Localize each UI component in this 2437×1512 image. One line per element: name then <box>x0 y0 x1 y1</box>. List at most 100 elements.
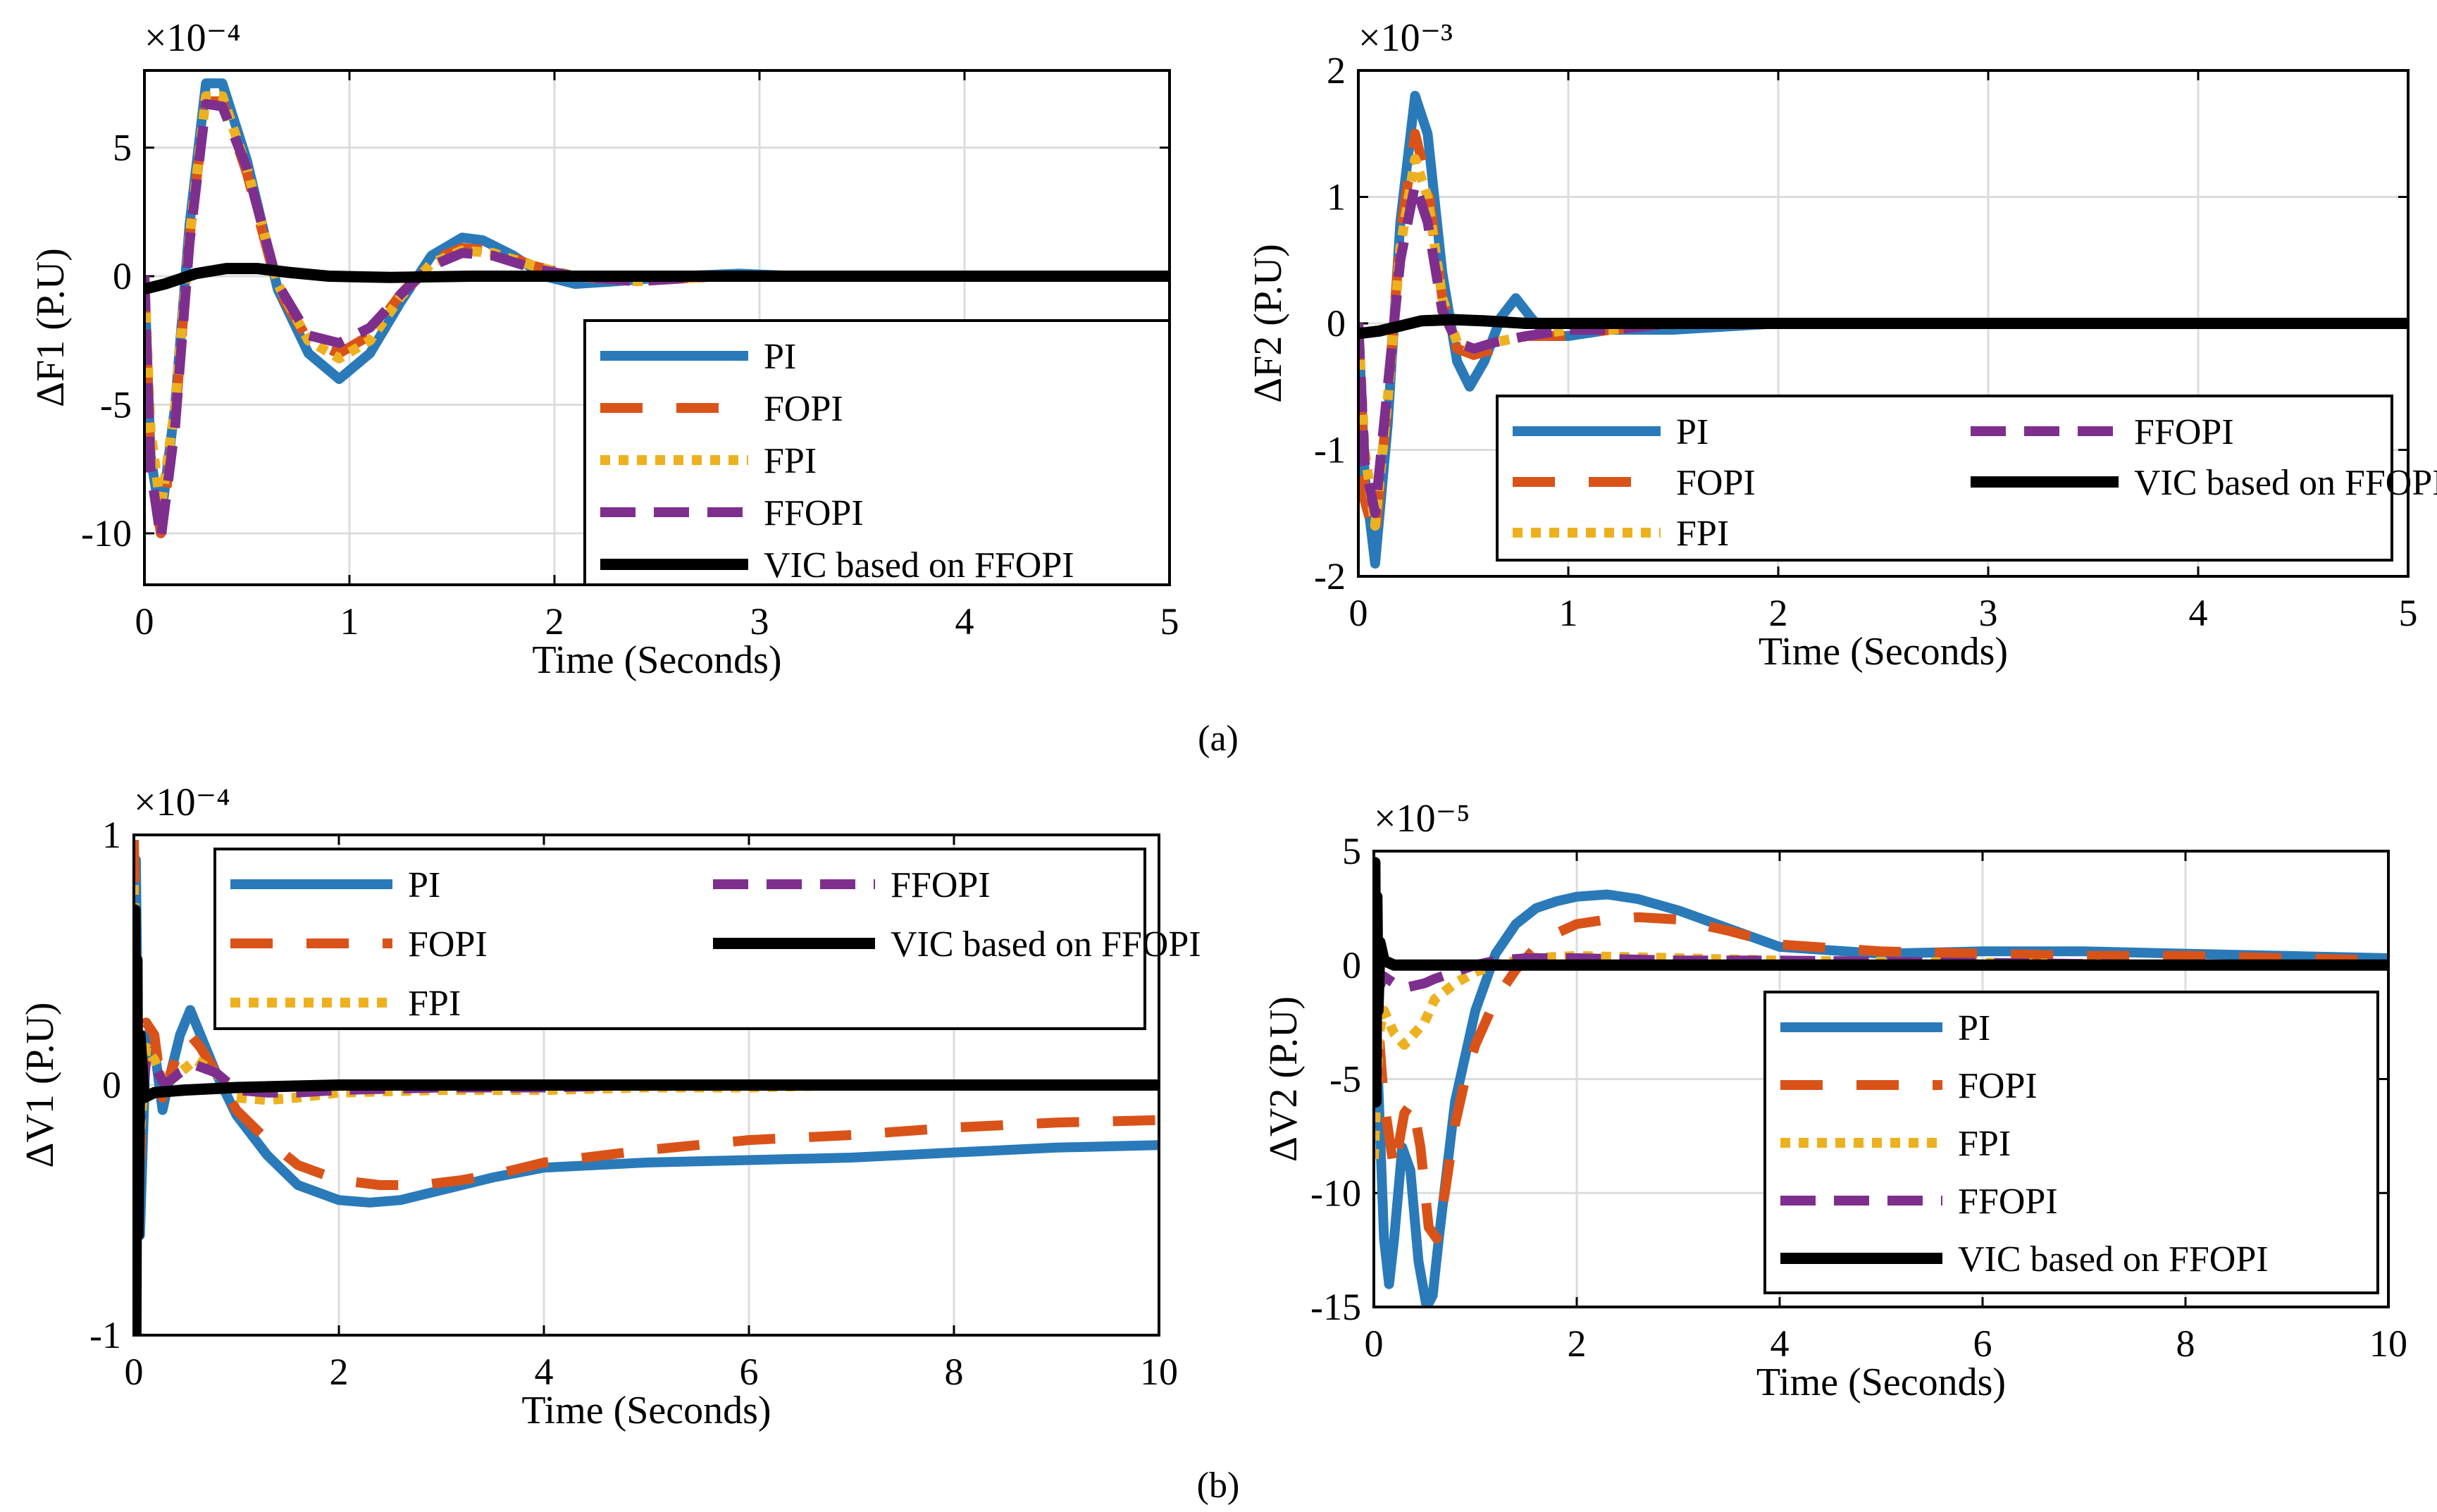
axis-exponent: ×10⁻³ <box>1358 16 1453 60</box>
axis-exponent: ×10⁻⁵ <box>1374 797 1470 841</box>
y-axis-label: ΔF2 (P.U) <box>1246 244 1290 403</box>
y-axis-label: ΔV1 (P.U) <box>18 1002 62 1167</box>
legend-label-fopi: FOPI <box>408 924 488 965</box>
y-tick-label: 0 <box>1327 302 1346 345</box>
x-tick-label: 0 <box>135 600 154 643</box>
legend-label-vic-based-on-ffopi: VIC based on FFOPI <box>891 924 1201 965</box>
x-tick-label: 8 <box>2176 1322 2195 1365</box>
legend-label-ffopi: FFOPI <box>891 865 991 905</box>
y-tick-label: -5 <box>100 384 132 426</box>
subfigure-label-b: (b) <box>1197 1465 1240 1506</box>
x-tick-label: 2 <box>1769 592 1788 634</box>
x-axis-label: Time (Seconds) <box>1759 630 2008 674</box>
legend-label-ffopi: FFOPI <box>1958 1182 2058 1222</box>
legend-label-pi: PI <box>1676 412 1709 452</box>
legend: PI FOPI FPI FFOPI VIC based on FFOPI <box>213 848 1201 1030</box>
legend-label-fpi: FPI <box>1958 1124 2011 1164</box>
x-tick-label: 4 <box>2189 592 2208 634</box>
series-line-fpi <box>1374 950 2388 1159</box>
y-tick-label: 0 <box>113 255 132 297</box>
legend-label-fpi: FPI <box>764 441 817 481</box>
y-tick-label: -5 <box>1329 1058 1361 1101</box>
legend: PI FOPI FPI FFOPI VIC based on FFOPI <box>583 319 1171 586</box>
legend-label-pi: PI <box>1958 1008 1990 1048</box>
y-tick-label: -10 <box>1310 1172 1361 1214</box>
x-tick-label: 10 <box>2369 1322 2407 1365</box>
y-tick-label: 5 <box>1342 830 1361 872</box>
series-line-vic-based-on-ffopi <box>1374 857 2388 1108</box>
x-tick-label: 5 <box>2399 592 2418 634</box>
legend: PI FOPI FPI FFOPI VIC based on FFOPI <box>1763 991 2379 1294</box>
legend-label-vic-based-on-ffopi: VIC based on FFOPI <box>764 545 1074 585</box>
legend-label-fpi: FPI <box>1676 514 1729 554</box>
legend-box <box>213 848 1146 1030</box>
legend-label-ffopi: FFOPI <box>2134 412 2234 452</box>
x-axis-label: Time (Seconds) <box>1756 1361 2006 1404</box>
legend-label-fpi: FPI <box>408 984 461 1024</box>
x-tick-label: 0 <box>1365 1322 1384 1365</box>
series-line-vic-based-on-ffopi <box>144 263 1170 295</box>
legend-label-pi: PI <box>408 865 440 905</box>
x-tick-label: 3 <box>1979 592 1998 634</box>
series-line-fpi <box>134 884 1159 1140</box>
x-axis-label: Time (Seconds) <box>521 1389 771 1432</box>
axis-exponent: ×10⁻⁴ <box>134 781 230 824</box>
plot-frame <box>1372 850 2390 1308</box>
legend-label-vic-based-on-ffopi: VIC based on FFOPI <box>2134 463 2437 503</box>
y-tick-label: -15 <box>1310 1286 1361 1328</box>
plot-frame <box>1357 69 2410 578</box>
series-group <box>1358 90 2408 569</box>
legend: PI FOPI FPI FFOPI VIC based on FFOPI <box>1496 395 2437 562</box>
x-tick-label: 1 <box>340 600 359 643</box>
legend-label-fopi: FOPI <box>764 389 843 429</box>
series-line-fopi <box>134 839 1159 1190</box>
legend-label-fopi: FOPI <box>1676 463 1756 503</box>
x-tick-label: 2 <box>330 1351 349 1393</box>
plot-frame <box>132 834 1160 1337</box>
legend-label-pi: PI <box>764 337 796 377</box>
legend-box <box>1763 991 2379 1294</box>
x-tick-label: 10 <box>1140 1351 1178 1393</box>
y-tick-label: -2 <box>1314 555 1346 597</box>
legend-label-ffopi: FFOPI <box>764 493 864 533</box>
x-tick-label: 0 <box>125 1351 144 1393</box>
series-group <box>134 839 1159 1335</box>
x-axis-label: Time (Seconds) <box>532 638 781 682</box>
x-tick-label: 6 <box>1973 1322 1992 1365</box>
subfigure-label-a: (a) <box>1198 719 1239 759</box>
series-line-vic-based-on-ffopi <box>1358 314 2408 340</box>
x-tick-label: 2 <box>1568 1322 1587 1365</box>
series-group <box>144 78 1170 544</box>
x-tick-label: 0 <box>1349 592 1368 634</box>
x-tick-label: 4 <box>955 600 974 643</box>
x-tick-label: 4 <box>1771 1322 1790 1365</box>
chart-delta-f2: 0 1 2 3 4 5 -2 -1 0 1 2 ×10⁻³ Time (Seconds) ΔF2 (P.U… <box>1246 16 2437 674</box>
y-axis-label: ΔF1 (P.U) <box>29 248 73 407</box>
x-tick-label: 2 <box>545 600 564 643</box>
x-tick-label: 8 <box>945 1351 964 1393</box>
legend-box <box>583 319 1171 586</box>
legend-label-vic-based-on-ffopi: VIC based on FFOPI <box>1958 1239 2269 1279</box>
y-tick-label: -10 <box>81 512 132 554</box>
chart-delta-f1: 0 1 2 3 4 5 -10 -5 0 5 ×10⁻⁴ Time (Seconds) ΔF1 (P.U… <box>29 16 1179 682</box>
y-tick-label: -1 <box>1314 429 1346 471</box>
x-tick-label: 4 <box>535 1351 554 1393</box>
x-tick-label: 5 <box>1160 600 1179 643</box>
y-tick-label: 1 <box>102 814 121 856</box>
y-tick-label: 5 <box>113 127 132 169</box>
y-axis-label: ΔV2 (P.U) <box>1262 996 1306 1162</box>
axis-exponent: ×10⁻⁴ <box>144 16 241 60</box>
legend-label-fopi: FOPI <box>1958 1066 2038 1106</box>
x-tick-label: 3 <box>750 600 769 643</box>
x-tick-label: 6 <box>740 1351 759 1393</box>
x-tick-label: 1 <box>1559 592 1578 634</box>
series-line-ffopi <box>134 1005 1159 1128</box>
series-line-vic-based-on-ffopi <box>134 904 1159 1335</box>
series-group <box>1374 857 2388 1307</box>
y-tick-label: 2 <box>1327 49 1346 92</box>
y-tick-label: 1 <box>1327 176 1346 218</box>
y-tick-label: 0 <box>1342 944 1361 986</box>
chart-delta-v2: 0 2 4 6 8 10 -15 -10 -5 0 5 ×10⁻⁵ Time (Seconds) ΔV2 … <box>1262 797 2407 1404</box>
